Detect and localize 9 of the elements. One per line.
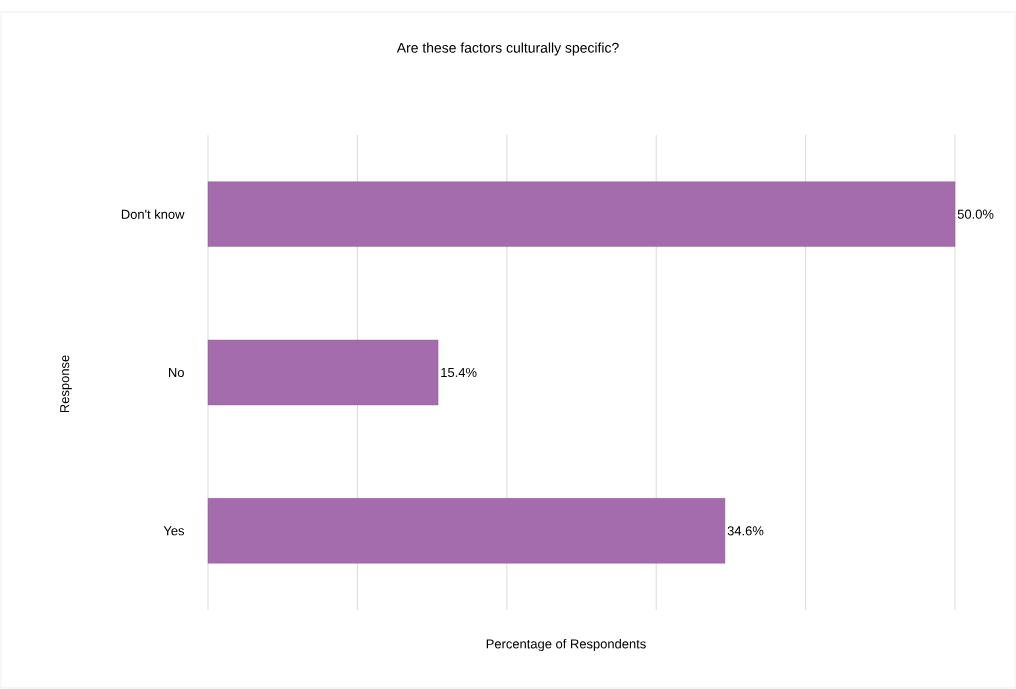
y-tick-label: Don't know <box>121 209 185 219</box>
data-label: 15.4% <box>441 367 477 378</box>
y-tick-label: Yes <box>163 526 185 536</box>
chart-title: Are these factors culturally specific? <box>396 42 619 56</box>
x-axis-title: Percentage of Respondents <box>486 638 646 652</box>
y-tick-label: No <box>169 367 184 377</box>
data-label: 34.6% <box>727 526 764 536</box>
data-label: 50.0% <box>957 209 994 219</box>
y-axis-title: Response <box>60 355 72 413</box>
